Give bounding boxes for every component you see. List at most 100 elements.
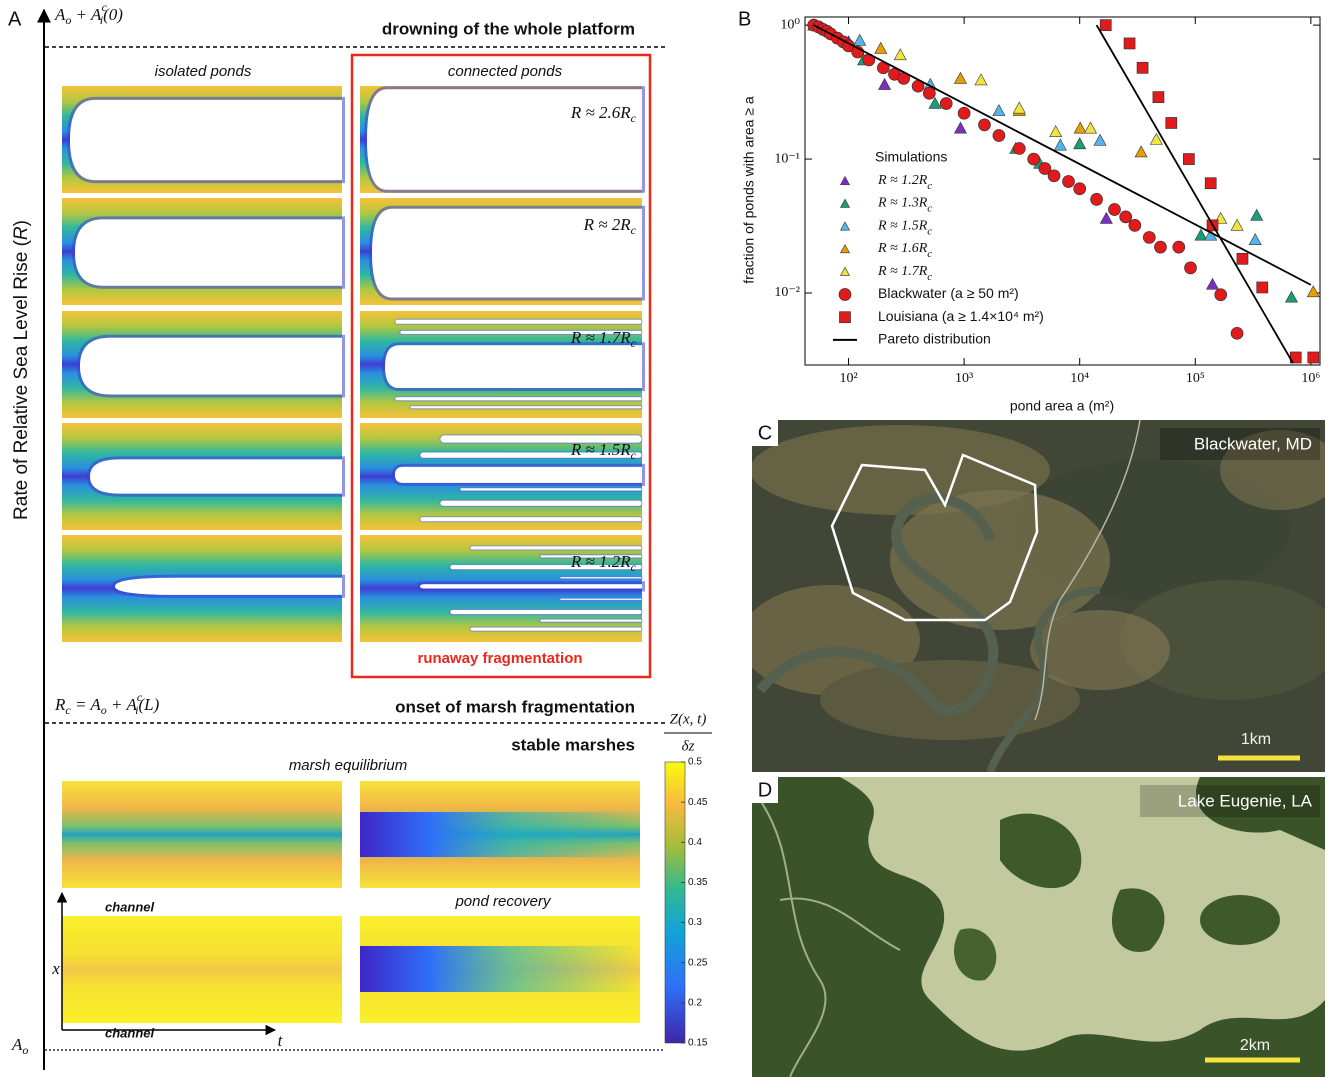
legend-title: Simulations [875,149,947,165]
scale-label: 1km [1241,731,1271,748]
circle-point [1215,289,1227,301]
triangle-point [1074,138,1086,149]
circle-point [1062,175,1074,187]
circle-point [1154,241,1166,253]
square-point [1257,282,1268,293]
math-part: o [22,1043,28,1057]
axis-symbol: t [278,1031,284,1050]
math-part: R [54,695,66,714]
panel-label: D [758,779,772,801]
circle-point [923,87,935,99]
triangle-point [854,34,866,45]
circle-point [1108,204,1120,216]
circle-point [1143,231,1155,243]
legend-label: R ≈ 1.5Rc [877,219,932,237]
text-part: R ≈ 1.3R [877,196,928,211]
square-point [1183,154,1194,165]
legend-marker [841,199,850,207]
rate-label: R ≈ 1.7Rc [570,328,637,350]
math-label: Ao [11,1035,28,1057]
square-point [1205,178,1216,189]
pond [115,578,342,595]
triangle-point [1249,234,1261,245]
legend-marker [839,289,851,301]
heatmap [62,916,342,1023]
pond-finger [395,397,642,401]
text-part: R ≈ 2R [583,215,632,234]
triangle-point [954,72,966,83]
scatter-plot: 10²10³10⁴10⁵10⁶10⁻²10⁻¹10⁰SimulationsR ≈… [774,17,1320,386]
figure: A drowning of the whole platform isolate… [0,0,1340,1077]
y-tick-label: 10⁰ [780,17,800,32]
pond [90,459,342,493]
triangle-point [1307,286,1319,297]
legend-label: R ≈ 1.3Rc [877,196,932,214]
square-point [1308,352,1319,363]
math-part: A [54,5,66,24]
axis-symbol: x [51,959,60,978]
square-point [1100,20,1111,31]
panel-label: A [8,8,22,30]
label-part: R [11,226,32,240]
colorbar-tick-label: 0.25 [688,957,708,968]
caption: runaway fragmentation [417,650,582,667]
text-part: R ≈ 1.6R [877,241,928,256]
satellite-image [740,420,1340,772]
pond-finger [440,500,642,506]
scale-label: 2km [1240,1037,1270,1054]
colorbar-tick-label: 0.15 [688,1038,708,1049]
pond [395,467,642,483]
triangle-point [894,49,906,60]
subscript: c [631,223,637,237]
triangle-point [1094,134,1106,145]
x-axis-label: pond area a (m²) [1010,398,1114,414]
label-part: ) [11,220,32,226]
rate-label: R ≈ 2Rc [583,215,637,237]
subscript: c [631,448,637,462]
colorbar-tick-label: 0.35 [688,877,708,888]
circle-point [940,97,952,109]
triangle-point [1251,209,1263,220]
pond [385,345,642,388]
x-tick-label: 10² [839,371,857,386]
circle-point [1231,327,1243,339]
image-label: Blackwater, MD [1194,434,1312,453]
triangle-point [1195,229,1207,240]
legend-marker [841,245,850,253]
y-axis-label: fraction of ponds with area ≥ a [741,96,757,284]
channel-label: channel [105,1025,155,1040]
circle-point [993,129,1005,141]
y-axis-label: Rate of Relative Sea Level Rise (R) [11,220,32,520]
triangle-point [1054,139,1066,150]
circle-point [958,107,970,119]
rate-label: R ≈ 1.5Rc [570,440,637,462]
text-part: R ≈ 1.7R [877,264,928,279]
math-label: Rc = Ao + Aci(L) [54,690,160,717]
circle-point [1013,142,1025,154]
colorbar-title: δz [682,738,695,754]
legend-marker [841,267,850,275]
subscript: c [927,180,932,192]
pond [80,338,342,395]
image-label: Lake Eugenie, LA [1178,791,1313,810]
label-part: Rate of Relative Sea Level Rise ( [11,239,32,520]
math-part: + A [71,5,102,24]
x-tick-label: 10⁵ [1186,371,1205,386]
subscript: c [927,225,932,237]
column-title: connected ponds [448,63,563,80]
triangle-point [1285,291,1297,302]
legend-label: R ≈ 1.7Rc [877,264,932,282]
subscript: c [631,111,637,125]
triangle-point [1231,219,1243,230]
triangle-point [1013,102,1025,113]
pond-region [360,812,640,857]
text-part: R ≈ 2.6R [570,103,631,122]
pond-finger [540,619,642,622]
satellite-image [752,777,1325,1077]
triangle-point [954,122,966,133]
rate-label: R ≈ 2.6Rc [570,103,637,125]
caption: onset of marsh fragmentation [395,697,635,716]
subscript: c [631,336,637,350]
text-part: R ≈ 1.2R [570,552,631,571]
pond-finger [470,627,642,631]
